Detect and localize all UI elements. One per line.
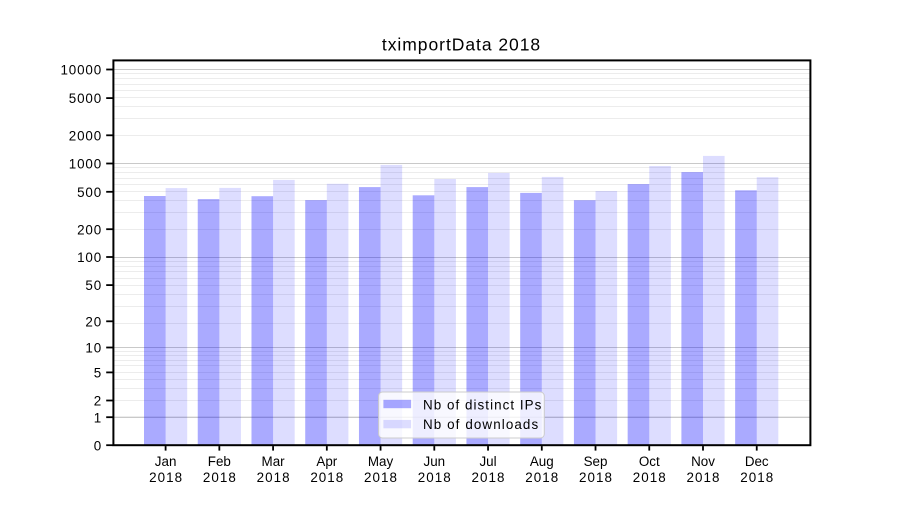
svg-text:Nb of downloads: Nb of downloads [423,417,539,432]
svg-text:Jun: Jun [424,454,446,469]
svg-text:200: 200 [77,222,102,237]
svg-text:100: 100 [77,250,102,265]
svg-text:5: 5 [94,366,102,381]
svg-text:2018: 2018 [472,470,506,485]
svg-text:2018: 2018 [740,470,774,485]
svg-text:5000: 5000 [69,91,102,106]
svg-text:1000: 1000 [69,157,102,172]
svg-text:May: May [368,454,394,469]
svg-text:2018: 2018 [418,470,452,485]
svg-text:2018: 2018 [525,470,559,485]
svg-text:Oct: Oct [639,454,660,469]
svg-text:2018: 2018 [257,470,291,485]
svg-text:Nov: Nov [691,454,715,469]
svg-text:Jul: Jul [479,454,496,469]
svg-text:500: 500 [77,185,102,200]
svg-text:2018: 2018 [633,470,667,485]
svg-text:50: 50 [85,278,102,293]
svg-text:2018: 2018 [364,470,398,485]
svg-text:Feb: Feb [208,454,231,469]
svg-text:tximportData 2018: tximportData 2018 [382,35,541,55]
svg-text:Apr: Apr [316,454,337,469]
svg-text:Nb of distinct IPs: Nb of distinct IPs [423,397,542,412]
svg-text:Jan: Jan [155,454,177,469]
svg-text:2: 2 [94,394,102,409]
svg-text:10: 10 [85,341,102,356]
svg-text:Dec: Dec [745,454,769,469]
svg-text:10000: 10000 [61,63,103,78]
svg-text:20: 20 [85,314,102,329]
svg-text:Aug: Aug [530,454,554,469]
svg-text:2018: 2018 [310,470,344,485]
svg-text:2018: 2018 [203,470,237,485]
svg-text:Mar: Mar [262,454,286,469]
svg-text:2000: 2000 [69,128,102,143]
svg-text:2018: 2018 [687,470,721,485]
svg-text:1: 1 [94,410,102,425]
svg-text:Sep: Sep [584,454,608,469]
svg-text:0: 0 [94,438,102,453]
svg-text:2018: 2018 [149,470,183,485]
svg-text:2018: 2018 [579,470,613,485]
